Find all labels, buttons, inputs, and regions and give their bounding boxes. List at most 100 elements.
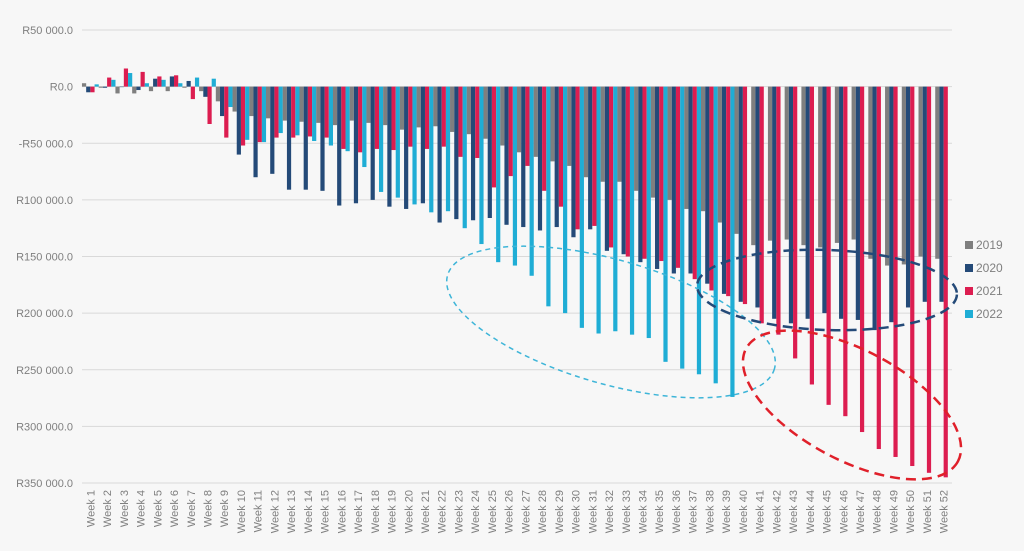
- x-tick-label: Week 13: [286, 490, 298, 533]
- bar-2021-week-38: [709, 86, 714, 291]
- bar-2020-week-39: [721, 86, 727, 294]
- y-tick-label: R300 000.0: [16, 421, 73, 433]
- y-tick-label: R50 000.0: [22, 25, 73, 37]
- x-tick-label: Week 48: [872, 490, 884, 533]
- bar-2019-week-41: [751, 86, 756, 246]
- bar-2022-week-14: [312, 86, 317, 141]
- x-tick-label: Week 38: [704, 490, 716, 533]
- bar-2022-week-24: [479, 86, 484, 245]
- bar-2019-week-13: [282, 86, 287, 121]
- bar-2022-week-6: [178, 83, 183, 87]
- bar-2021-week-8: [207, 86, 212, 124]
- bar-2021-week-37: [692, 86, 697, 280]
- x-tick-label: Week 10: [236, 490, 248, 533]
- x-tick-label: Week 35: [654, 490, 666, 533]
- bar-2019-week-50: [901, 86, 906, 265]
- bar-2020-week-30: [571, 86, 576, 238]
- bar-2019-week-24: [466, 86, 471, 135]
- bar-2019-week-2: [98, 86, 103, 88]
- x-tick-label: Week 1: [85, 490, 97, 527]
- bar-2019-week-45: [818, 86, 823, 248]
- bar-2019-week-7: [182, 86, 187, 88]
- bar-2020-week-42: [772, 86, 777, 319]
- bar-2021-week-2: [107, 77, 112, 87]
- bar-2019-week-16: [332, 86, 338, 126]
- bar-2021-week-52: [943, 86, 948, 478]
- bar-2021-week-28: [542, 86, 547, 191]
- bar-2022-week-20: [412, 86, 417, 205]
- x-tick-label: Week 25: [487, 490, 499, 533]
- y-tick-label: -R50 000.0: [19, 138, 73, 150]
- x-tick-label: Week 44: [805, 490, 817, 533]
- x-tick-label: Week 43: [788, 490, 800, 533]
- bar-2021-week-5: [157, 76, 162, 87]
- bar-2019-week-19: [383, 86, 388, 126]
- bar-2020-week-14: [303, 86, 308, 190]
- annotation-ellipse-2021: [741, 329, 963, 481]
- bar-2020-week-18: [370, 86, 375, 200]
- bar-2020-week-17: [353, 86, 359, 204]
- bar-2022-week-18: [378, 86, 384, 192]
- x-tick-label: Week 32: [604, 490, 616, 533]
- x-tick-label: Week 52: [939, 490, 951, 533]
- bar-2019-week-44: [801, 86, 806, 246]
- bar-2020-week-44: [805, 86, 810, 319]
- bar-2022-week-2: [111, 79, 116, 87]
- x-tick-label: Week 7: [186, 490, 198, 527]
- bar-2021-week-6: [174, 75, 179, 87]
- bar-2022-week-7: [194, 77, 200, 87]
- x-tick-label: Week 49: [888, 490, 900, 533]
- bar-2020-week-2: [102, 86, 108, 88]
- x-tick-label: Week 51: [922, 490, 934, 533]
- x-tick-label: Week 9: [219, 490, 231, 527]
- bar-2022-week-12: [278, 86, 283, 134]
- bar-2020-week-7: [186, 80, 191, 87]
- bar-2019-week-37: [684, 86, 689, 209]
- bar-2022-week-30: [579, 86, 584, 328]
- x-tick-label: Week 33: [621, 490, 633, 533]
- bar-2020-week-3: [119, 86, 124, 88]
- bar-2021-week-24: [475, 86, 480, 158]
- bar-2020-week-20: [404, 86, 409, 209]
- bar-2020-week-21: [420, 86, 425, 204]
- bar-2022-week-8: [211, 78, 216, 87]
- bar-2019-week-12: [266, 86, 271, 119]
- x-tick-label: Week 26: [504, 490, 516, 533]
- x-tick-label: Week 24: [470, 490, 482, 533]
- bar-2020-week-32: [604, 86, 610, 251]
- legend-label: 2021: [976, 284, 1003, 298]
- bar-2020-week-47: [855, 86, 860, 320]
- bar-2019-week-23: [450, 86, 455, 132]
- y-tick-label: R0.0: [50, 82, 73, 94]
- bar-2019-week-46: [834, 86, 840, 243]
- bar-2022-week-10: [245, 86, 250, 140]
- bar-2021-week-45: [826, 86, 831, 405]
- bar-2020-week-31: [588, 86, 593, 230]
- bar-2020-week-23: [454, 86, 459, 220]
- legend-swatch-2020: [965, 264, 973, 272]
- bar-2022-week-28: [546, 86, 551, 307]
- x-tick-label: Week 47: [855, 490, 867, 533]
- bar-2020-week-4: [136, 86, 141, 91]
- bar-2019-week-21: [416, 86, 421, 128]
- x-axis: Week 1 Week 2 Week 3 Week 4 Week 5 Week 6 Week…: [85, 490, 950, 533]
- bar-2022-week-5: [161, 79, 166, 87]
- bar-2021-week-1: [90, 86, 95, 93]
- bar-2021-week-39: [726, 86, 731, 297]
- bar-2019-week-42: [767, 86, 773, 241]
- bar-2020-week-51: [922, 86, 927, 302]
- bar-2021-week-33: [625, 86, 630, 257]
- bar-2019-week-10: [232, 86, 237, 112]
- bar-2021-week-16: [341, 86, 346, 149]
- x-tick-label: Week 27: [520, 490, 532, 533]
- bar-2019-week-47: [851, 86, 856, 240]
- bar-2020-week-13: [286, 86, 292, 190]
- y-tick-label: R250 000.0: [16, 365, 73, 377]
- bar-2019-week-11: [249, 86, 254, 117]
- legend-label: 2020: [976, 261, 1003, 275]
- bar-2020-week-10: [236, 86, 241, 155]
- bar-2019-week-4: [132, 86, 137, 94]
- bar-2020-week-43: [788, 86, 794, 324]
- bar-2022-week-22: [445, 86, 451, 212]
- bar-2021-week-25: [491, 86, 497, 188]
